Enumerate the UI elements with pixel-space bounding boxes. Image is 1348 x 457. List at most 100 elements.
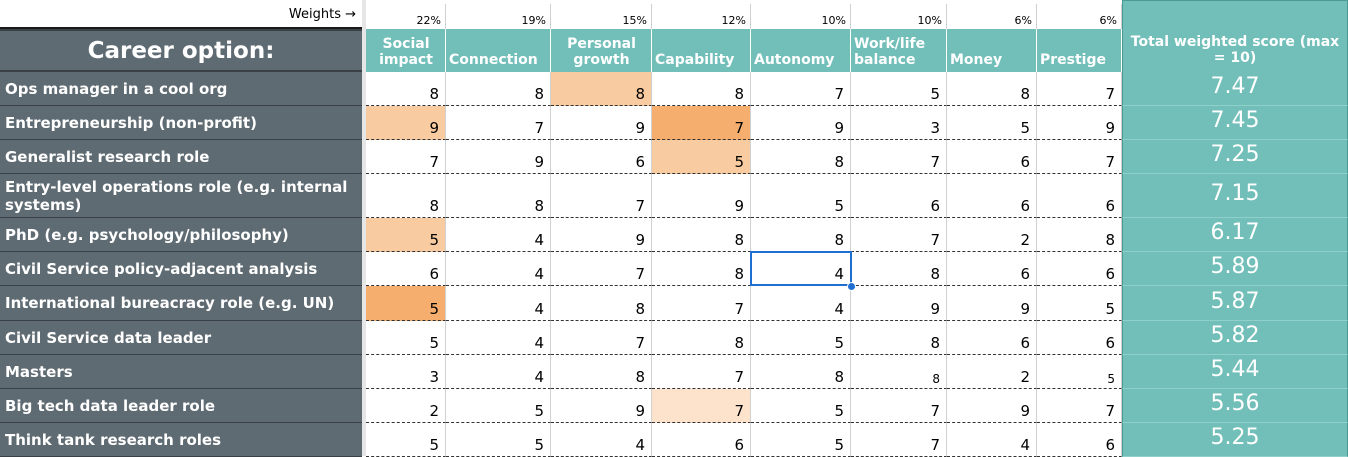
score-cell[interactable]: 9 — [652, 174, 751, 218]
score-cell[interactable]: 8 — [851, 252, 947, 286]
score-cell[interactable]: 8 — [652, 321, 751, 355]
weight-cell-4[interactable]: 12% — [652, 4, 751, 29]
row-label-2[interactable]: Entrepreneurship (non-profit) — [0, 106, 362, 140]
score-cell[interactable]: 7 — [851, 218, 947, 252]
score-cell[interactable]: 4 — [446, 355, 551, 389]
row-label-10[interactable]: Big tech data leader role — [0, 389, 362, 423]
score-cell[interactable]: 5 — [751, 321, 851, 355]
score-cell[interactable]: 5 — [751, 389, 851, 423]
criterion-header-4[interactable]: Capability — [652, 29, 751, 72]
score-cell[interactable]: 7 — [551, 252, 652, 286]
score-cell[interactable]: 3 — [851, 106, 947, 140]
weight-cell-1[interactable]: 22% — [366, 4, 446, 29]
score-cell[interactable]: 5 — [851, 72, 947, 106]
score-cell[interactable]: 8 — [446, 174, 551, 218]
score-cell[interactable]: 7 — [851, 389, 947, 423]
score-cell[interactable]: 8 — [851, 355, 947, 389]
score-cell[interactable]: 5 — [446, 389, 551, 423]
criterion-header-1[interactable]: Social impact — [366, 29, 446, 72]
row-label-8[interactable]: Civil Service data leader — [0, 321, 362, 355]
criterion-header-2[interactable]: Connection — [446, 29, 551, 72]
score-cell[interactable]: 8 — [751, 355, 851, 389]
total-score-cell[interactable]: 6.17 — [1122, 218, 1348, 252]
score-cell[interactable]: 3 — [366, 355, 446, 389]
score-cell[interactable]: 9 — [551, 218, 652, 252]
score-cell[interactable]: 9 — [551, 389, 652, 423]
weight-cell-7[interactable]: 6% — [947, 4, 1037, 29]
score-cell[interactable]: 5 — [1037, 355, 1122, 389]
row-label-9[interactable]: Masters — [0, 355, 362, 389]
score-cell[interactable]: 2 — [366, 389, 446, 423]
row-label-5[interactable]: PhD (e.g. psychology/philosophy) — [0, 218, 362, 252]
score-cell[interactable]: 9 — [947, 286, 1037, 321]
criterion-header-7[interactable]: Money — [947, 29, 1037, 72]
total-score-cell[interactable]: 5.82 — [1122, 321, 1348, 355]
score-cell[interactable]: 5 — [751, 174, 851, 218]
score-cell[interactable]: 4 — [751, 252, 851, 286]
score-cell[interactable]: 7 — [1037, 140, 1122, 174]
total-score-cell[interactable]: 5.87 — [1122, 286, 1348, 321]
score-cell[interactable]: 8 — [551, 286, 652, 321]
score-cell[interactable]: 6 — [1037, 423, 1122, 457]
score-cell[interactable]: 4 — [751, 286, 851, 321]
row-label-7[interactable]: International bureacracy role (e.g. UN) — [0, 286, 362, 321]
total-score-header[interactable]: Total weighted score (max = 10) — [1122, 0, 1348, 72]
score-cell[interactable]: 8 — [366, 174, 446, 218]
score-cell[interactable]: 9 — [1037, 106, 1122, 140]
score-cell[interactable]: 7 — [652, 355, 751, 389]
score-cell[interactable]: 8 — [1037, 218, 1122, 252]
score-cell[interactable]: 4 — [446, 321, 551, 355]
score-cell[interactable]: 5 — [446, 423, 551, 457]
score-cell[interactable]: 8 — [551, 72, 652, 106]
total-score-cell[interactable]: 5.44 — [1122, 355, 1348, 389]
score-cell[interactable]: 8 — [652, 252, 751, 286]
score-cell[interactable]: 5 — [1037, 286, 1122, 321]
score-cell[interactable]: 8 — [652, 218, 751, 252]
score-cell[interactable]: 4 — [446, 252, 551, 286]
score-cell[interactable]: 8 — [947, 72, 1037, 106]
criterion-header-6[interactable]: Work/life balance — [851, 29, 947, 72]
row-label-6[interactable]: Civil Service policy-adjacent analysis — [0, 252, 362, 286]
score-cell[interactable]: 6 — [652, 423, 751, 457]
score-cell[interactable]: 5 — [947, 106, 1037, 140]
criterion-header-5[interactable]: Autonomy — [751, 29, 851, 72]
row-label-4[interactable]: Entry-level operations role (e.g. intern… — [0, 174, 362, 218]
score-cell[interactable]: 7 — [652, 286, 751, 321]
score-cell[interactable]: 6 — [1037, 321, 1122, 355]
row-label-1[interactable]: Ops manager in a cool org — [0, 72, 362, 106]
score-cell[interactable]: 9 — [446, 140, 551, 174]
row-label-3[interactable]: Generalist research role — [0, 140, 362, 174]
total-score-cell[interactable]: 5.56 — [1122, 389, 1348, 423]
score-cell[interactable]: 7 — [551, 174, 652, 218]
score-cell[interactable]: 8 — [751, 140, 851, 174]
score-cell[interactable]: 4 — [446, 286, 551, 321]
total-score-cell[interactable]: 7.47 — [1122, 72, 1348, 106]
score-cell[interactable]: 5 — [751, 423, 851, 457]
weight-cell-3[interactable]: 15% — [551, 4, 652, 29]
score-cell[interactable]: 9 — [947, 389, 1037, 423]
total-score-cell[interactable]: 7.45 — [1122, 106, 1348, 140]
criterion-header-8[interactable]: Prestige — [1037, 29, 1122, 72]
score-cell[interactable]: 7 — [652, 389, 751, 423]
score-cell[interactable]: 8 — [751, 218, 851, 252]
score-cell[interactable]: 6 — [366, 252, 446, 286]
score-cell[interactable]: 7 — [446, 106, 551, 140]
score-cell[interactable]: 8 — [652, 72, 751, 106]
score-cell[interactable]: 9 — [366, 106, 446, 140]
score-cell[interactable]: 7 — [1037, 389, 1122, 423]
score-cell[interactable]: 7 — [1037, 72, 1122, 106]
row-label-11[interactable]: Think tank research roles — [0, 423, 362, 457]
score-cell[interactable]: 8 — [851, 321, 947, 355]
weight-cell-2[interactable]: 19% — [446, 4, 551, 29]
score-cell[interactable]: 9 — [851, 286, 947, 321]
score-cell[interactable]: 5 — [366, 321, 446, 355]
score-cell[interactable]: 9 — [751, 106, 851, 140]
score-cell[interactable]: 2 — [947, 218, 1037, 252]
score-cell[interactable]: 6 — [851, 174, 947, 218]
total-score-cell[interactable]: 5.25 — [1122, 423, 1348, 457]
score-cell[interactable]: 4 — [551, 423, 652, 457]
score-cell[interactable]: 7 — [851, 140, 947, 174]
score-cell[interactable]: 5 — [366, 286, 446, 321]
score-cell[interactable]: 7 — [851, 423, 947, 457]
